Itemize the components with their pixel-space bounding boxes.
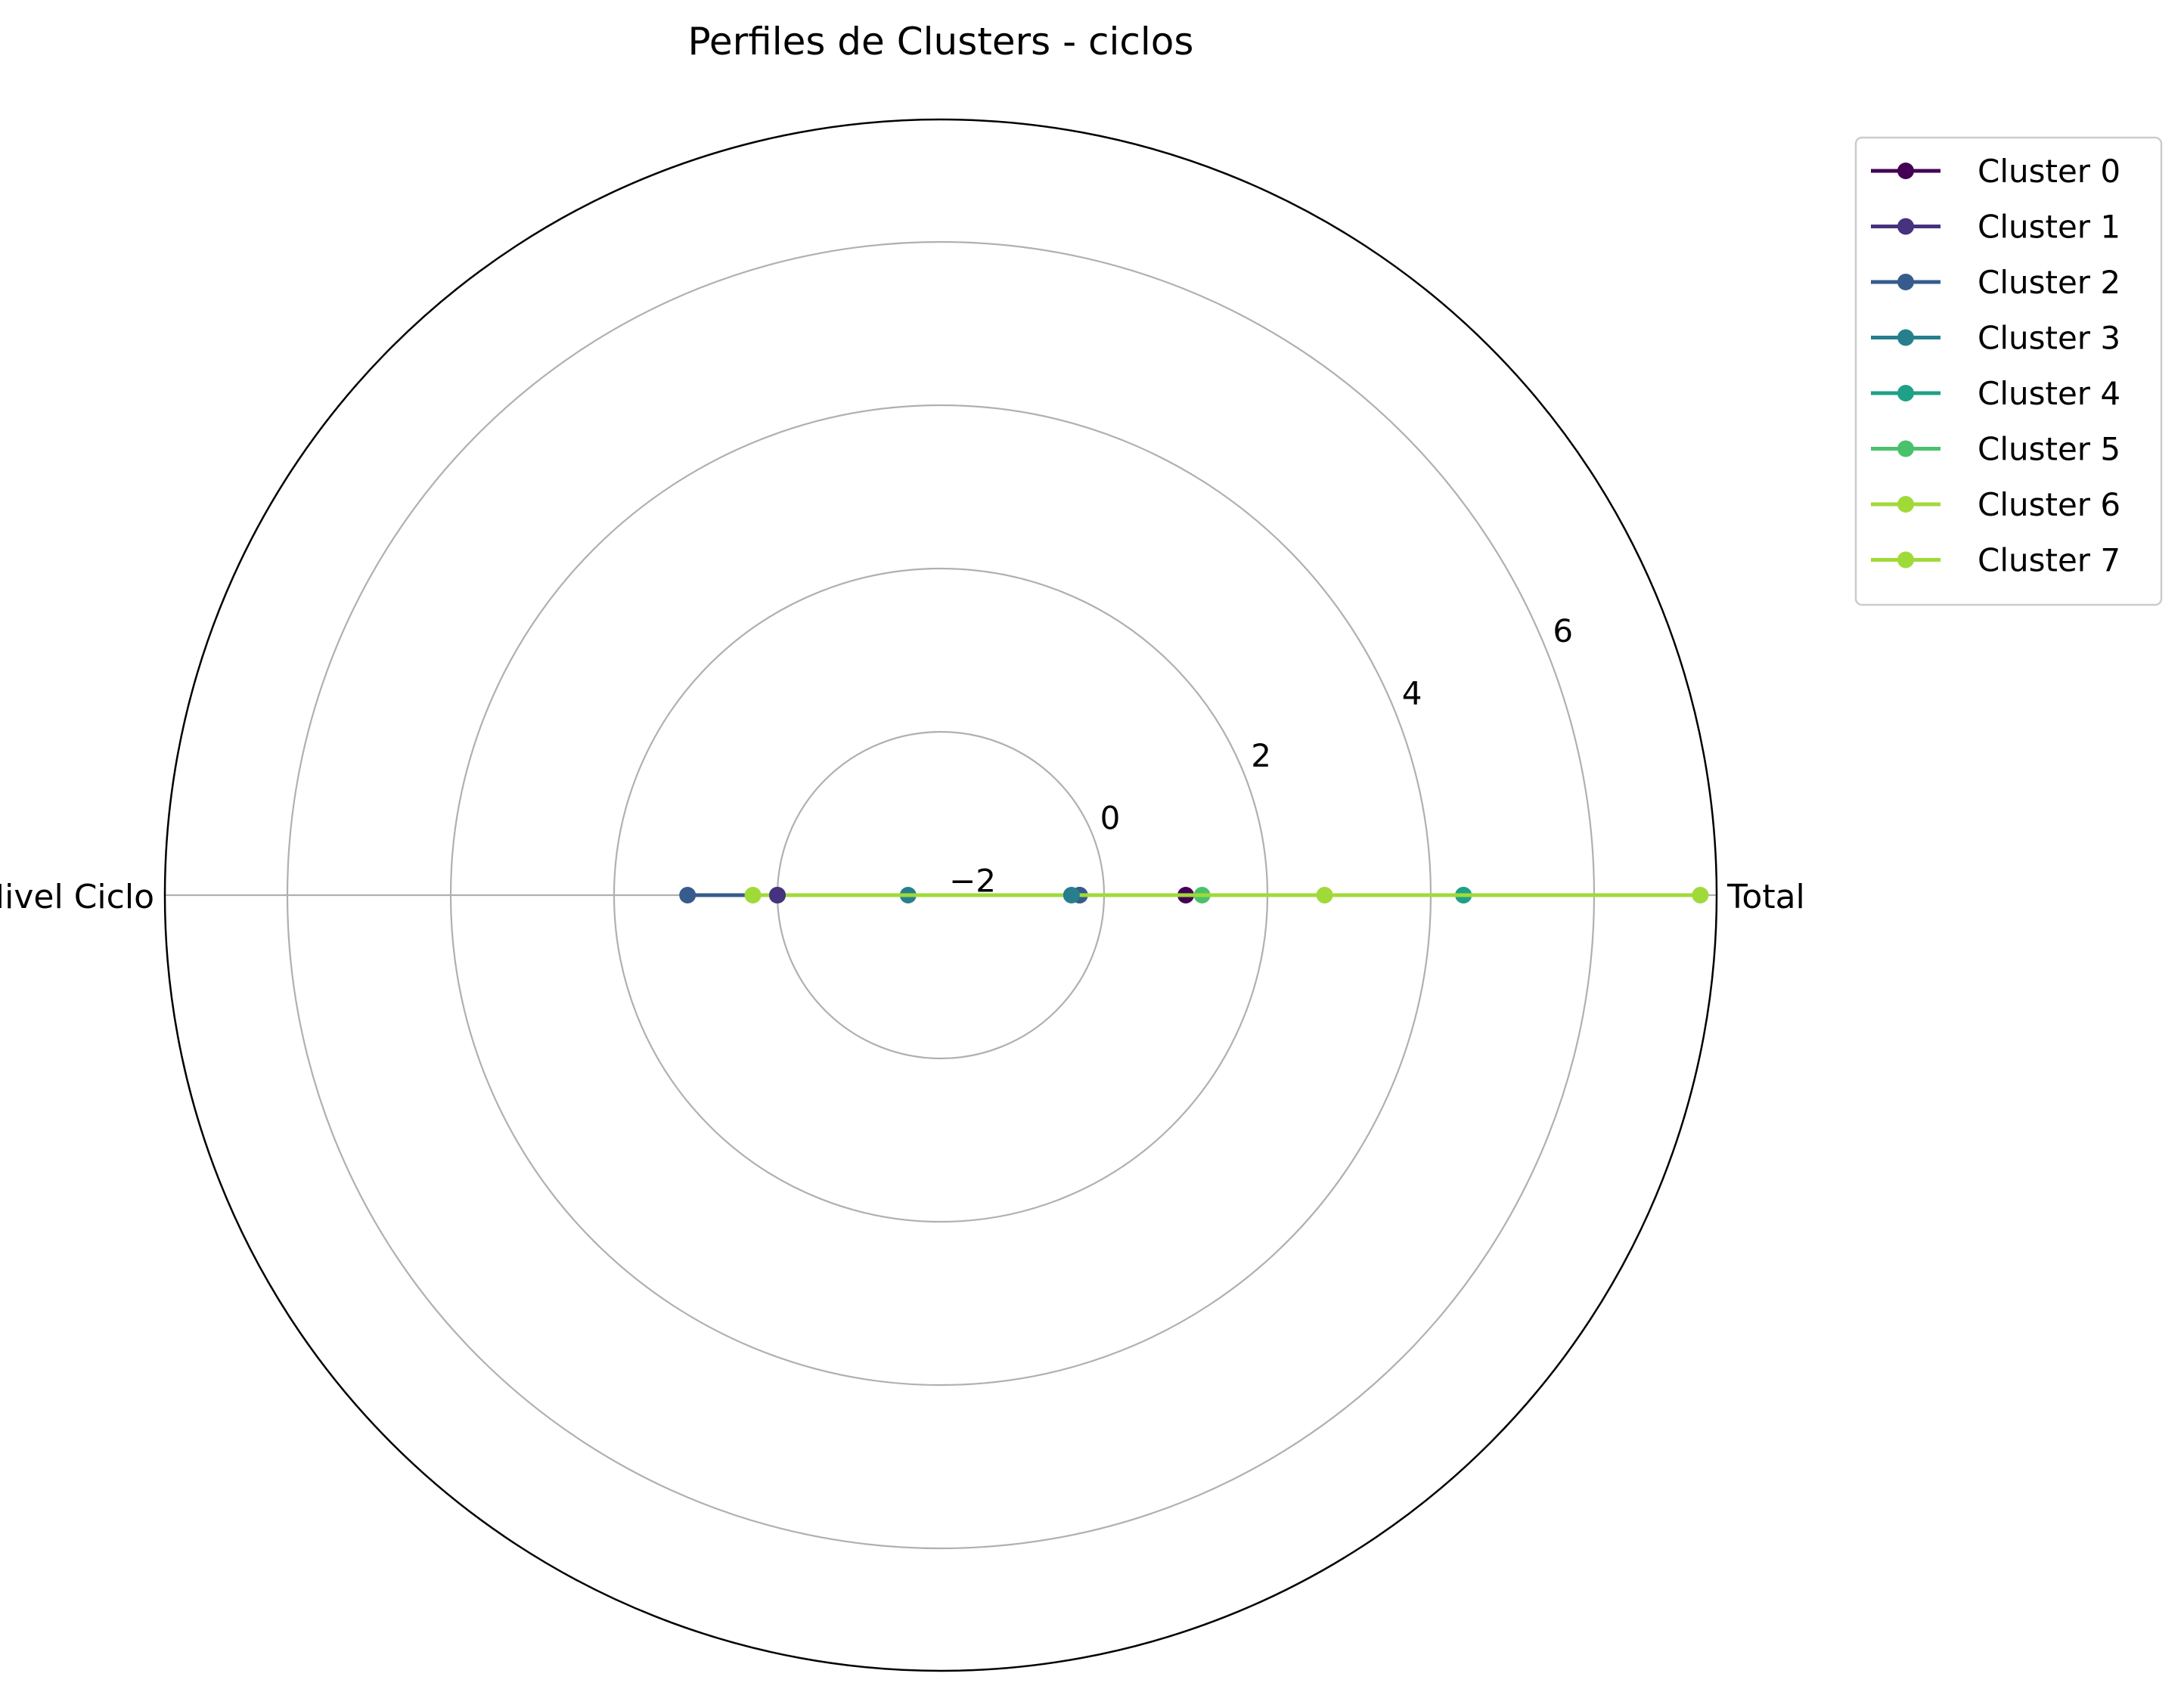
- legend-marker: [1897, 218, 1914, 235]
- axis-label: Nivel Ciclo: [0, 878, 154, 916]
- series-point: [679, 887, 696, 903]
- legend-frame: [1854, 136, 2163, 606]
- legend-marker: [1897, 329, 1914, 346]
- series-point: [1063, 887, 1080, 903]
- legend-label: Cluster 4: [1978, 375, 2120, 412]
- legend-marker: [1897, 385, 1914, 401]
- radial-tick-labels: −2 0 2 4 6: [949, 612, 1573, 900]
- legend-marker: [1897, 551, 1914, 569]
- radial-tick-label: 4: [1402, 674, 1422, 711]
- legend-label: Cluster 6: [1978, 486, 2120, 523]
- radial-tick-label: 6: [1553, 612, 1573, 649]
- legend-label: Cluster 1: [1978, 209, 2120, 246]
- radial-tick-label: 0: [1100, 800, 1121, 837]
- radial-tick-label: −2: [949, 862, 996, 899]
- chart-title: Perfiles de Clusters - ciclos: [688, 20, 1194, 64]
- radial-tick-label: 2: [1251, 737, 1271, 774]
- axis-labels: Total Nivel Ciclo: [0, 878, 1805, 916]
- series-group: [679, 887, 1709, 903]
- legend: Cluster 0 Cluster 1 Cluster 2 Cluster 3 Clus…: [1854, 136, 2163, 606]
- outer-frame: [163, 118, 1718, 1672]
- legend-label: Cluster 2: [1978, 264, 2120, 301]
- series-point: [1692, 887, 1709, 903]
- legend-marker: [1897, 440, 1914, 457]
- legend-marker: [1897, 163, 1914, 179]
- series-point: [769, 887, 786, 903]
- legend-label: Cluster 5: [1978, 431, 2120, 468]
- legend-label: Cluster 0: [1978, 153, 2120, 190]
- legend-marker: [1897, 496, 1914, 513]
- legend-label: Cluster 7: [1978, 542, 2120, 579]
- legend-marker: [1897, 274, 1914, 290]
- axis-label: Total: [1726, 878, 1805, 916]
- series-point: [744, 887, 762, 903]
- legend-label: Cluster 3: [1978, 320, 2120, 357]
